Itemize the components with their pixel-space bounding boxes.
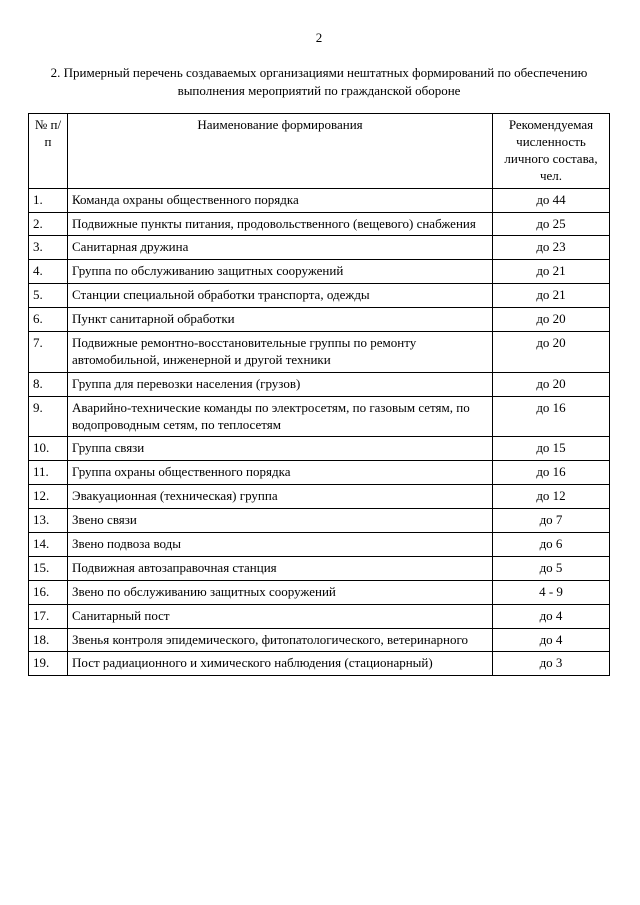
table-row: 4.Группа по обслуживанию защитных сооруж… (29, 260, 610, 284)
cell-number: 15. (29, 556, 68, 580)
cell-count: до 3 (493, 652, 610, 676)
table-row: 7.Подвижные ремонтно-восстановительные г… (29, 332, 610, 373)
cell-count: до 20 (493, 308, 610, 332)
table-row: 8.Группа для перевозки населения (грузов… (29, 372, 610, 396)
cell-number: 2. (29, 212, 68, 236)
table-row: 16.Звено по обслуживанию защитных сооруж… (29, 580, 610, 604)
col-header-count: Рекомендуемая численность личного состав… (493, 114, 610, 189)
cell-number: 12. (29, 485, 68, 509)
cell-count: до 6 (493, 533, 610, 557)
cell-number: 10. (29, 437, 68, 461)
col-header-name: Наименование формирования (68, 114, 493, 189)
cell-number: 4. (29, 260, 68, 284)
cell-name: Санитарный пост (68, 604, 493, 628)
cell-name: Станции специальной обработки транспорта… (68, 284, 493, 308)
table-row: 6.Пункт санитарной обработкидо 20 (29, 308, 610, 332)
cell-number: 19. (29, 652, 68, 676)
cell-name: Группа для перевозки населения (грузов) (68, 372, 493, 396)
table-row: 1.Команда охраны общественного порядкадо… (29, 188, 610, 212)
cell-name: Подвижные ремонтно-восстановительные гру… (68, 332, 493, 373)
cell-name: Подвижная автозаправочная станция (68, 556, 493, 580)
cell-name: Звено связи (68, 509, 493, 533)
cell-count: до 5 (493, 556, 610, 580)
document-page: 2 2. Примерный перечень создаваемых орга… (0, 0, 640, 706)
cell-name: Группа охраны общественного порядка (68, 461, 493, 485)
cell-name: Группа связи (68, 437, 493, 461)
cell-number: 8. (29, 372, 68, 396)
table-row: 3.Санитарная дружинадо 23 (29, 236, 610, 260)
table-row: 5.Станции специальной обработки транспор… (29, 284, 610, 308)
cell-name: Эвакуационная (техническая) группа (68, 485, 493, 509)
cell-number: 16. (29, 580, 68, 604)
table-row: 13.Звено связидо 7 (29, 509, 610, 533)
table-row: 18.Звенья контроля эпидемического, фитоп… (29, 628, 610, 652)
cell-number: 18. (29, 628, 68, 652)
cell-count: до 20 (493, 332, 610, 373)
cell-count: до 12 (493, 485, 610, 509)
cell-name: Пункт санитарной обработки (68, 308, 493, 332)
cell-count: до 16 (493, 396, 610, 437)
cell-name: Звенья контроля эпидемического, фитопато… (68, 628, 493, 652)
table-row: 11.Группа охраны общественного порядкадо… (29, 461, 610, 485)
cell-count: 4 - 9 (493, 580, 610, 604)
table-row: 15.Подвижная автозаправочная станциядо 5 (29, 556, 610, 580)
page-number: 2 (28, 30, 610, 46)
cell-name: Санитарная дружина (68, 236, 493, 260)
cell-count: до 44 (493, 188, 610, 212)
cell-count: до 4 (493, 604, 610, 628)
cell-number: 7. (29, 332, 68, 373)
cell-number: 9. (29, 396, 68, 437)
formations-table: № п/п Наименование формирования Рекоменд… (28, 113, 610, 676)
table-header-row: № п/п Наименование формирования Рекоменд… (29, 114, 610, 189)
cell-name: Пост радиационного и химического наблюде… (68, 652, 493, 676)
col-header-number: № п/п (29, 114, 68, 189)
cell-name: Группа по обслуживанию защитных сооружен… (68, 260, 493, 284)
table-row: 9.Аварийно-технические команды по электр… (29, 396, 610, 437)
cell-number: 11. (29, 461, 68, 485)
table-row: 12.Эвакуационная (техническая) группадо … (29, 485, 610, 509)
cell-count: до 16 (493, 461, 610, 485)
cell-count: до 21 (493, 284, 610, 308)
cell-number: 1. (29, 188, 68, 212)
section-title: 2. Примерный перечень создаваемых органи… (28, 64, 610, 99)
cell-name: Аварийно-технические команды по электрос… (68, 396, 493, 437)
cell-name: Звено подвоза воды (68, 533, 493, 557)
cell-number: 6. (29, 308, 68, 332)
cell-number: 3. (29, 236, 68, 260)
cell-number: 13. (29, 509, 68, 533)
cell-name: Подвижные пункты питания, продовольствен… (68, 212, 493, 236)
cell-number: 14. (29, 533, 68, 557)
table-row: 19.Пост радиационного и химического набл… (29, 652, 610, 676)
cell-count: до 4 (493, 628, 610, 652)
table-row: 2.Подвижные пункты питания, продовольств… (29, 212, 610, 236)
table-row: 10.Группа связидо 15 (29, 437, 610, 461)
cell-number: 17. (29, 604, 68, 628)
cell-count: до 7 (493, 509, 610, 533)
cell-name: Звено по обслуживанию защитных сооружени… (68, 580, 493, 604)
table-row: 17.Санитарный постдо 4 (29, 604, 610, 628)
table-row: 14.Звено подвоза водыдо 6 (29, 533, 610, 557)
cell-count: до 20 (493, 372, 610, 396)
cell-number: 5. (29, 284, 68, 308)
cell-name: Команда охраны общественного порядка (68, 188, 493, 212)
cell-count: до 15 (493, 437, 610, 461)
cell-count: до 25 (493, 212, 610, 236)
cell-count: до 21 (493, 260, 610, 284)
cell-count: до 23 (493, 236, 610, 260)
